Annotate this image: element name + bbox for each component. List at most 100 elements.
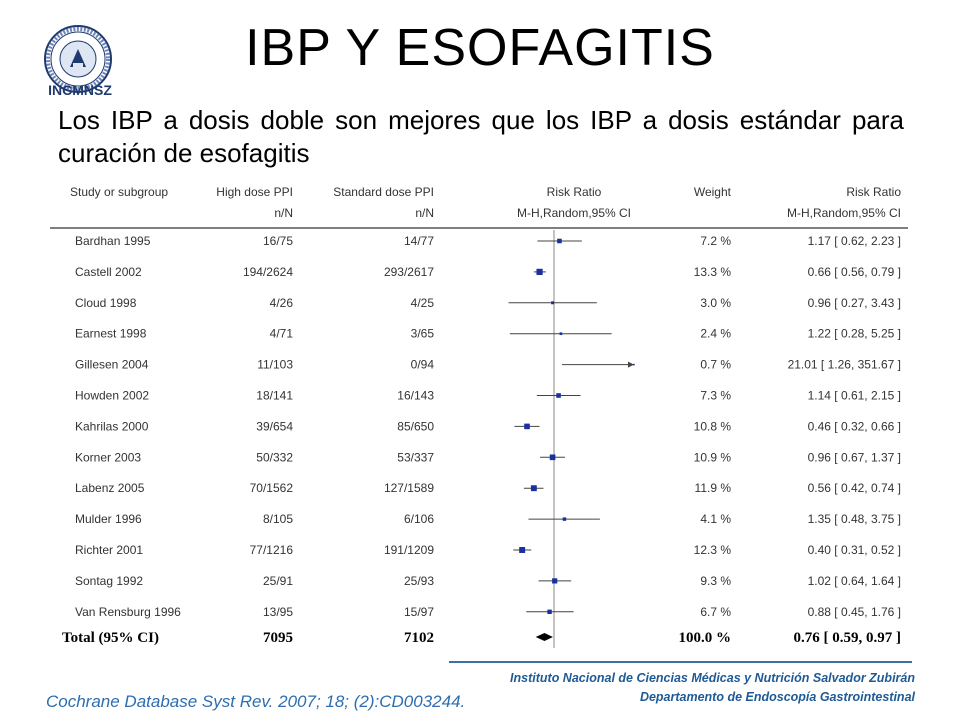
study-marker (556, 393, 561, 398)
study-marker (536, 268, 543, 275)
study-name: Gillesen 2004 (75, 358, 149, 372)
standard-dose-count: 3/65 (411, 327, 435, 341)
weight-value: 3.0 % (700, 296, 731, 310)
header-rr-text-sub: M-H,Random,95% CI (787, 206, 901, 220)
citation: Cochrane Database Syst Rev. 2007; 18; (2… (46, 692, 466, 711)
high-dose-count: 4/26 (270, 296, 294, 310)
total-risk-ratio-text: 0.76 [ 0.59, 0.97 ] (794, 630, 902, 646)
study-name: Cloud 1998 (75, 296, 137, 310)
standard-dose-count: 293/2617 (384, 265, 434, 279)
study-marker (562, 517, 567, 521)
column-headers: Study or subgroup High dose PPI n/N Stan… (70, 185, 901, 220)
standard-dose-count: 53/337 (397, 450, 434, 464)
department-name: Departamento de Endoscopía Gastrointesti… (639, 690, 915, 704)
header-risk-ratio-sub: M-H,Random,95% CI (517, 206, 631, 220)
high-dose-count: 16/75 (263, 234, 293, 248)
header-weight: Weight (694, 185, 732, 199)
weight-value: 9.3 % (700, 574, 731, 588)
total-high-dose: 7095 (263, 630, 293, 646)
page-subtitle: Los IBP a dosis doble son mejores que lo… (58, 105, 904, 168)
header-high-dose-sub: n/N (274, 206, 293, 220)
study-name: Kahrilas 2000 (75, 419, 149, 433)
study-name: Earnest 1998 (75, 327, 147, 341)
standard-dose-count: 15/97 (404, 605, 434, 619)
standard-dose-count: 25/93 (404, 574, 434, 588)
total-label: Total (95% CI) (62, 630, 159, 646)
risk-ratio-text: 0.40 [ 0.31, 0.52 ] (808, 543, 901, 557)
standard-dose-count: 0/94 (411, 358, 435, 372)
weight-value: 10.9 % (694, 450, 732, 464)
institution-info: Instituto Nacional de Ciencias Médicas y… (510, 669, 915, 707)
page-title: IBP Y ESOFAGITIS (245, 19, 715, 77)
weight-value: 7.3 % (700, 389, 731, 403)
study-name: Labenz 2005 (75, 481, 145, 495)
weight-value: 6.7 % (700, 605, 731, 619)
study-marker (559, 332, 563, 336)
institution-name: Instituto Nacional de Ciencias Médicas y… (510, 671, 915, 685)
study-name: Castell 2002 (75, 265, 142, 279)
risk-ratio-text: 0.96 [ 0.67, 1.37 ] (808, 450, 901, 464)
high-dose-count: 18/141 (256, 389, 293, 403)
header-study: Study or subgroup (70, 185, 168, 199)
study-marker (551, 301, 555, 305)
header-standard-dose: Standard dose PPI (333, 185, 434, 199)
standard-dose-count: 85/650 (397, 419, 434, 433)
study-name: Van Rensburg 1996 (75, 605, 181, 619)
high-dose-count: 70/1562 (250, 481, 294, 495)
weight-value: 11.9 % (695, 481, 732, 495)
high-dose-count: 4/71 (270, 327, 294, 341)
study-name: Bardhan 1995 (75, 234, 151, 248)
high-dose-count: 50/332 (256, 450, 293, 464)
risk-ratio-text: 0.46 [ 0.32, 0.66 ] (808, 419, 901, 433)
pooled-diamond (535, 633, 553, 641)
risk-ratio-text: 1.35 [ 0.48, 3.75 ] (808, 512, 901, 526)
study-marker (524, 423, 530, 430)
study-name: Korner 2003 (75, 450, 141, 464)
high-dose-count: 25/91 (263, 574, 293, 588)
risk-ratio-text: 21.01 [ 1.26, 351.67 ] (788, 358, 901, 372)
standard-dose-count: 14/77 (404, 234, 434, 248)
ci-arrow (628, 361, 634, 368)
total-weight: 100.0 % (679, 630, 732, 646)
study-name: Richter 2001 (75, 543, 143, 557)
standard-dose-count: 191/1209 (384, 543, 434, 557)
study-marker (557, 238, 562, 244)
risk-ratio-text: 1.17 [ 0.62, 2.23 ] (808, 234, 901, 248)
study-marker (633, 363, 635, 366)
total-standard-dose: 7102 (404, 630, 434, 646)
weight-value: 7.2 % (700, 234, 731, 248)
weight-value: 4.1 % (700, 512, 731, 526)
logo-text: INCMNSZ (48, 82, 112, 98)
footer-divider (449, 661, 912, 663)
risk-ratio-text: 0.96 [ 0.27, 3.43 ] (808, 296, 901, 310)
header-rr-text: Risk Ratio (846, 185, 901, 199)
study-rows: Bardhan 1995 16/75 14/77 7.2 % 1.17 [ 0.62, … (62, 230, 901, 648)
risk-ratio-text: 0.66 [ 0.56, 0.79 ] (808, 265, 901, 279)
risk-ratio-text: 0.88 [ 0.45, 1.76 ] (808, 605, 901, 619)
standard-dose-count: 4/25 (411, 296, 435, 310)
weight-value: 0.7 % (700, 358, 731, 372)
study-name: Mulder 1996 (75, 512, 142, 526)
high-dose-count: 11/103 (257, 358, 293, 372)
high-dose-count: 77/1216 (250, 543, 294, 557)
study-name: Howden 2002 (75, 389, 149, 403)
weight-value: 2.4 % (700, 327, 731, 341)
standard-dose-count: 127/1589 (384, 481, 434, 495)
high-dose-count: 194/2624 (243, 265, 293, 279)
risk-ratio-text: 1.14 [ 0.61, 2.15 ] (808, 389, 901, 403)
weight-value: 13.3 % (694, 265, 732, 279)
high-dose-count: 13/95 (263, 605, 293, 619)
study-marker (552, 578, 558, 584)
risk-ratio-text: 1.02 [ 0.64, 1.64 ] (808, 574, 901, 588)
high-dose-count: 8/105 (263, 512, 293, 526)
study-marker (549, 454, 556, 461)
weight-value: 10.8 % (694, 419, 732, 433)
weight-value: 12.3 % (694, 543, 732, 557)
standard-dose-count: 16/143 (397, 389, 434, 403)
study-name: Sontag 1992 (75, 574, 143, 588)
study-marker (530, 485, 537, 492)
risk-ratio-text: 0.56 [ 0.42, 0.74 ] (808, 481, 901, 495)
header-standard-dose-sub: n/N (415, 206, 434, 220)
header-high-dose: High dose PPI (216, 185, 293, 199)
